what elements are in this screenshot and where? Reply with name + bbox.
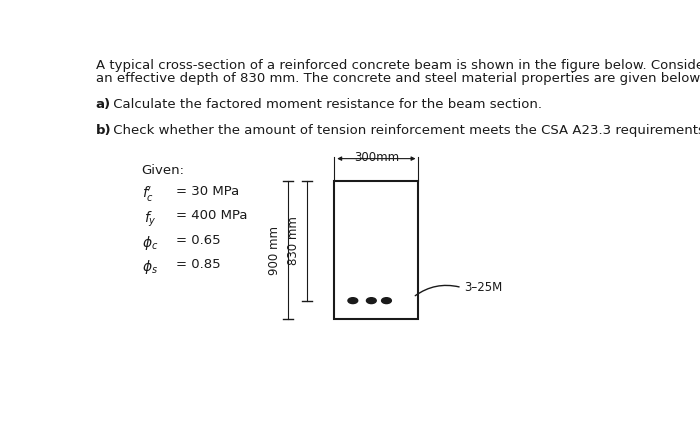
Text: = 0.85: = 0.85 bbox=[176, 258, 220, 271]
Text: Given:: Given: bbox=[141, 164, 185, 176]
Text: Check whether the amount of tension reinforcement meets the CSA A23.3 requiremen: Check whether the amount of tension rein… bbox=[109, 124, 700, 137]
Circle shape bbox=[367, 298, 376, 304]
Circle shape bbox=[348, 298, 358, 304]
Text: $\phi_c$: $\phi_c$ bbox=[141, 234, 158, 252]
Text: $\phi_s$: $\phi_s$ bbox=[141, 258, 158, 276]
Text: b): b) bbox=[96, 124, 111, 137]
Bar bbox=[335, 181, 419, 318]
Text: $f_c'$: $f_c'$ bbox=[141, 185, 154, 204]
Text: 900 mm: 900 mm bbox=[268, 226, 281, 274]
Text: an effective depth of 830 mm. The concrete and steel material properties are giv: an effective depth of 830 mm. The concre… bbox=[96, 72, 700, 85]
Text: a): a) bbox=[96, 98, 111, 111]
Text: 3–25M: 3–25M bbox=[465, 281, 503, 294]
Text: A typical cross-section of a reinforced concrete beam is shown in the figure bel: A typical cross-section of a reinforced … bbox=[96, 59, 700, 72]
Circle shape bbox=[382, 298, 391, 304]
Text: = 400 MPa: = 400 MPa bbox=[176, 209, 247, 222]
Text: $f_y$: $f_y$ bbox=[144, 209, 158, 229]
Text: = 0.65: = 0.65 bbox=[176, 234, 220, 247]
Text: = 30 MPa: = 30 MPa bbox=[176, 185, 239, 198]
Text: 830 mm: 830 mm bbox=[287, 217, 300, 265]
Text: 300mm: 300mm bbox=[354, 151, 399, 164]
Text: Calculate the factored moment resistance for the beam section.: Calculate the factored moment resistance… bbox=[109, 98, 542, 111]
